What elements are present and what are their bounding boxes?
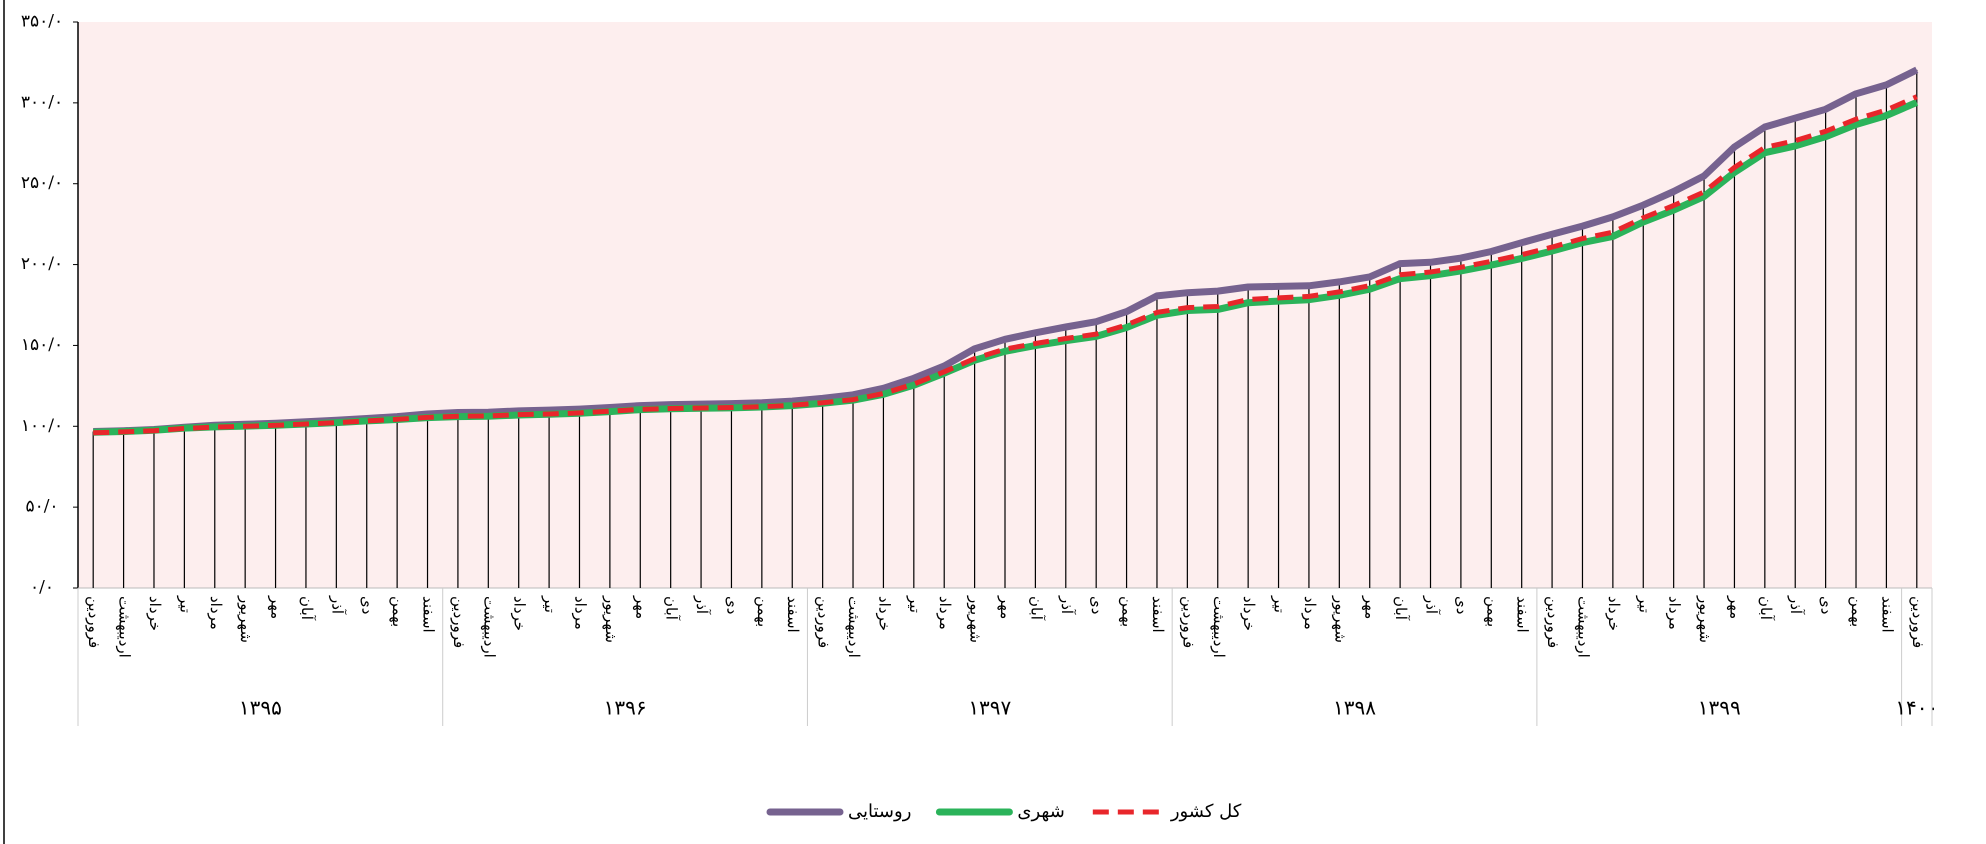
x-tick-label: تیر (906, 595, 924, 613)
x-tick-label: بهمن (754, 596, 772, 627)
year-label: ۱۳۹۹ (1698, 696, 1741, 720)
x-tick-label: تیر (1635, 595, 1653, 613)
x-tick-label: اردیبهشت (1574, 596, 1592, 658)
x-tick-label: اردیبهشت (480, 596, 498, 658)
x-tick-label: خرداد (1240, 596, 1258, 631)
x-tick-label: مهر (632, 595, 650, 619)
x-tick-label: دی (723, 596, 741, 614)
year-label: ۱۳۹۸ (1333, 696, 1376, 720)
x-tick-label: مرداد (1301, 596, 1319, 630)
x-tick-label: دی (1453, 596, 1471, 614)
year-label: ۱۳۹۶ (604, 696, 647, 720)
x-tick-label: تیر (541, 595, 559, 613)
legend-label: کل کشور (1170, 801, 1242, 822)
x-tick-label: فروردین (1544, 596, 1562, 648)
x-tick-label: فروردین (85, 596, 103, 648)
y-tick-label: ۱۵۰/۰ (21, 335, 63, 355)
x-tick-label: آبان (1027, 596, 1045, 621)
x-tick-label: شهریور (237, 595, 255, 643)
x-tick-label: آذر (328, 595, 346, 615)
x-tick-label: شهریور (1696, 595, 1714, 643)
chart: ۰/۰ ۵۰/۰ ۱۰۰/۰ ۱۵۰/۰ ۲۰۰/۰ ۲۵۰/۰ ۳۰۰/۰ ۳۵۰/۰ فرو… (0, 0, 1986, 844)
y-tick-label: ۳۰۰/۰ (21, 92, 63, 112)
x-tick-label: آبان (1392, 596, 1410, 621)
y-tick-label: ۱۰۰/۰ (21, 416, 63, 436)
x-tick-label: فروردین (450, 596, 468, 648)
year-label: ۱۳۹۷ (968, 696, 1011, 720)
x-tick-label: دی (1088, 596, 1106, 614)
x-tick-label: فروردین (815, 596, 833, 648)
x-tick-label: تیر (1271, 595, 1289, 613)
x-tick-label: مهر (1362, 595, 1380, 619)
x-tick-label: خرداد (511, 596, 529, 631)
y-tick-label: ۳۵۰/۰ (21, 12, 63, 32)
x-tick-label: اردیبهشت (1210, 596, 1228, 658)
x-tick-label: بهمن (1483, 596, 1501, 627)
x-tick-label: بهمن (1848, 596, 1866, 627)
x-tick-label: اسفند (1878, 596, 1896, 633)
x-tick-label: مرداد (207, 596, 225, 630)
y-tick-label: ۰/۰ (30, 578, 54, 598)
x-tick-label: خرداد (146, 596, 164, 631)
x-tick-label: شهریور (967, 595, 985, 643)
x-tick-label: آذر (1423, 595, 1441, 615)
x-tick-label: مرداد (936, 596, 954, 630)
x-tick-label: اسفند (420, 596, 438, 633)
x-tick-label: آذر (1787, 595, 1805, 615)
x-tick-label: فروردین (1909, 596, 1927, 648)
x-tick-label: مهر (997, 595, 1015, 619)
y-tick-label: ۲۵۰/۰ (21, 173, 63, 193)
x-tick-label: بهمن (1119, 596, 1137, 627)
x-tick-label: شهریور (602, 595, 620, 643)
x-tick-label: فروردین (1179, 596, 1197, 648)
y-tick-label: ۲۰۰/۰ (21, 254, 63, 274)
x-tick-label: مهر (268, 595, 286, 619)
x-tick-label: مرداد (571, 596, 589, 630)
x-tick-label: تیر (176, 595, 194, 613)
x-tick-label: مرداد (1666, 596, 1684, 630)
x-tick-label: بهمن (389, 596, 407, 627)
x-tick-label: اردیبهشت (116, 596, 134, 658)
x-tick-label: آذر (693, 595, 711, 615)
y-tick-label: ۵۰/۰ (25, 497, 58, 517)
x-tick-label: اسفند (1149, 596, 1167, 633)
x-tick-label: دی (359, 596, 377, 614)
x-tick-label: آبان (298, 596, 316, 621)
x-tick-label: دی (1818, 596, 1836, 614)
x-tick-label: آذر (1058, 595, 1076, 615)
x-tick-label: آبان (663, 596, 681, 621)
x-tick-label: شهریور (1331, 595, 1349, 643)
x-tick-label: خرداد (875, 596, 893, 631)
x-tick-label: اسفند (1514, 596, 1532, 633)
x-tick-label: مهر (1726, 595, 1744, 619)
year-label: ۱۳۹۵ (239, 696, 282, 720)
x-tick-label: اردیبهشت (845, 596, 863, 658)
legend-label: شهری (1017, 801, 1064, 822)
x-tick-label: خرداد (1605, 596, 1623, 631)
x-tick-label: آبان (1757, 596, 1775, 621)
legend-label: روستایی (848, 801, 911, 822)
x-tick-label: اسفند (784, 596, 802, 633)
